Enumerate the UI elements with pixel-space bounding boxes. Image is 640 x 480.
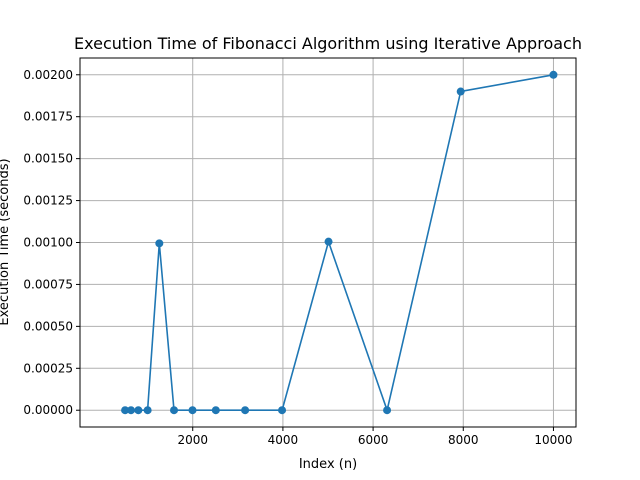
data-point xyxy=(456,87,465,96)
series-group xyxy=(121,70,558,415)
y-tick-label: 0.00075 xyxy=(23,277,73,291)
data-point xyxy=(211,406,220,415)
data-point xyxy=(121,406,130,415)
data-point xyxy=(134,406,143,415)
grid-lines xyxy=(80,58,576,427)
data-point xyxy=(155,239,164,248)
y-tick-label: 0.00150 xyxy=(23,152,73,166)
y-tick-label: 0.00050 xyxy=(23,319,73,333)
y-axis: 0.00000 0.00025 0.00050 0.00075 0.00100 0.001… xyxy=(23,68,80,417)
data-point xyxy=(241,406,250,415)
y-tick-label: 0.00000 xyxy=(23,403,73,417)
data-point xyxy=(383,406,392,415)
y-tick-label: 0.00025 xyxy=(23,361,73,375)
y-axis-label: Execution Time (seconds) xyxy=(0,158,12,325)
y-tick-label: 0.00200 xyxy=(23,68,73,82)
data-point xyxy=(278,406,287,415)
y-tick-label: 0.00125 xyxy=(23,194,73,208)
x-axis-label: Index (n) xyxy=(299,457,357,472)
data-point xyxy=(126,406,135,415)
data-point xyxy=(549,70,558,79)
y-tick-label: 0.00100 xyxy=(23,236,73,250)
data-point xyxy=(324,237,333,246)
x-tick-label: 6000 xyxy=(358,433,389,447)
y-tick-label: 0.00175 xyxy=(23,110,73,124)
x-tick-label: 4000 xyxy=(268,433,299,447)
data-point xyxy=(170,406,179,415)
x-tick-label: 2000 xyxy=(177,433,208,447)
data-point xyxy=(143,406,152,415)
x-tick-label: 10000 xyxy=(534,433,572,447)
x-axis: 2000 4000 6000 8000 10000 xyxy=(177,427,573,447)
data-point xyxy=(188,406,197,415)
chart-title: Execution Time of Fibonacci Algorithm us… xyxy=(74,34,582,53)
x-tick-label: 8000 xyxy=(448,433,479,447)
